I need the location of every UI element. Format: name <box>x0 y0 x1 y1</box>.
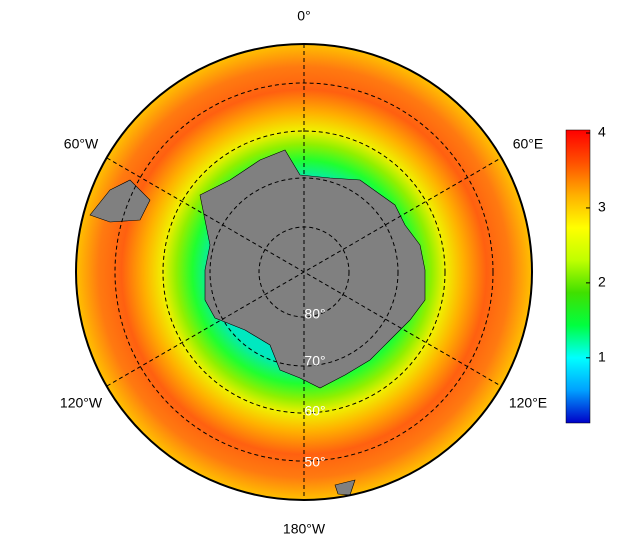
colorbar: 1 2 3 4 <box>565 124 606 424</box>
latitude-label: 60° <box>304 403 325 419</box>
latitude-circle <box>162 130 446 414</box>
colorbar-scale <box>565 129 591 424</box>
south-america <box>89 179 151 223</box>
longitude-label: 0° <box>297 8 310 24</box>
longitude-label: 60°E <box>513 136 544 152</box>
polar-map: 0° 60°E 120°E 180°W 120°W 60°W 80° 70° 6… <box>60 8 547 537</box>
colorbar-tick-label: 4 <box>598 124 606 140</box>
longitude-label: 120°E <box>509 395 547 411</box>
antarctica <box>199 149 426 389</box>
meridian <box>106 157 502 387</box>
latitude-label: 70° <box>304 353 325 369</box>
latitude-label: 80° <box>304 306 325 322</box>
colorbar-tick-label: 3 <box>598 199 606 215</box>
colorbar-tick-label: 2 <box>598 274 606 290</box>
map-border <box>75 43 533 501</box>
colorbar-tick-label: 1 <box>598 349 606 365</box>
longitude-label: 120°W <box>60 395 103 411</box>
longitude-label: 180°W <box>283 521 326 537</box>
latitude-label: 50° <box>304 454 325 470</box>
longitude-label: 60°W <box>64 136 99 152</box>
